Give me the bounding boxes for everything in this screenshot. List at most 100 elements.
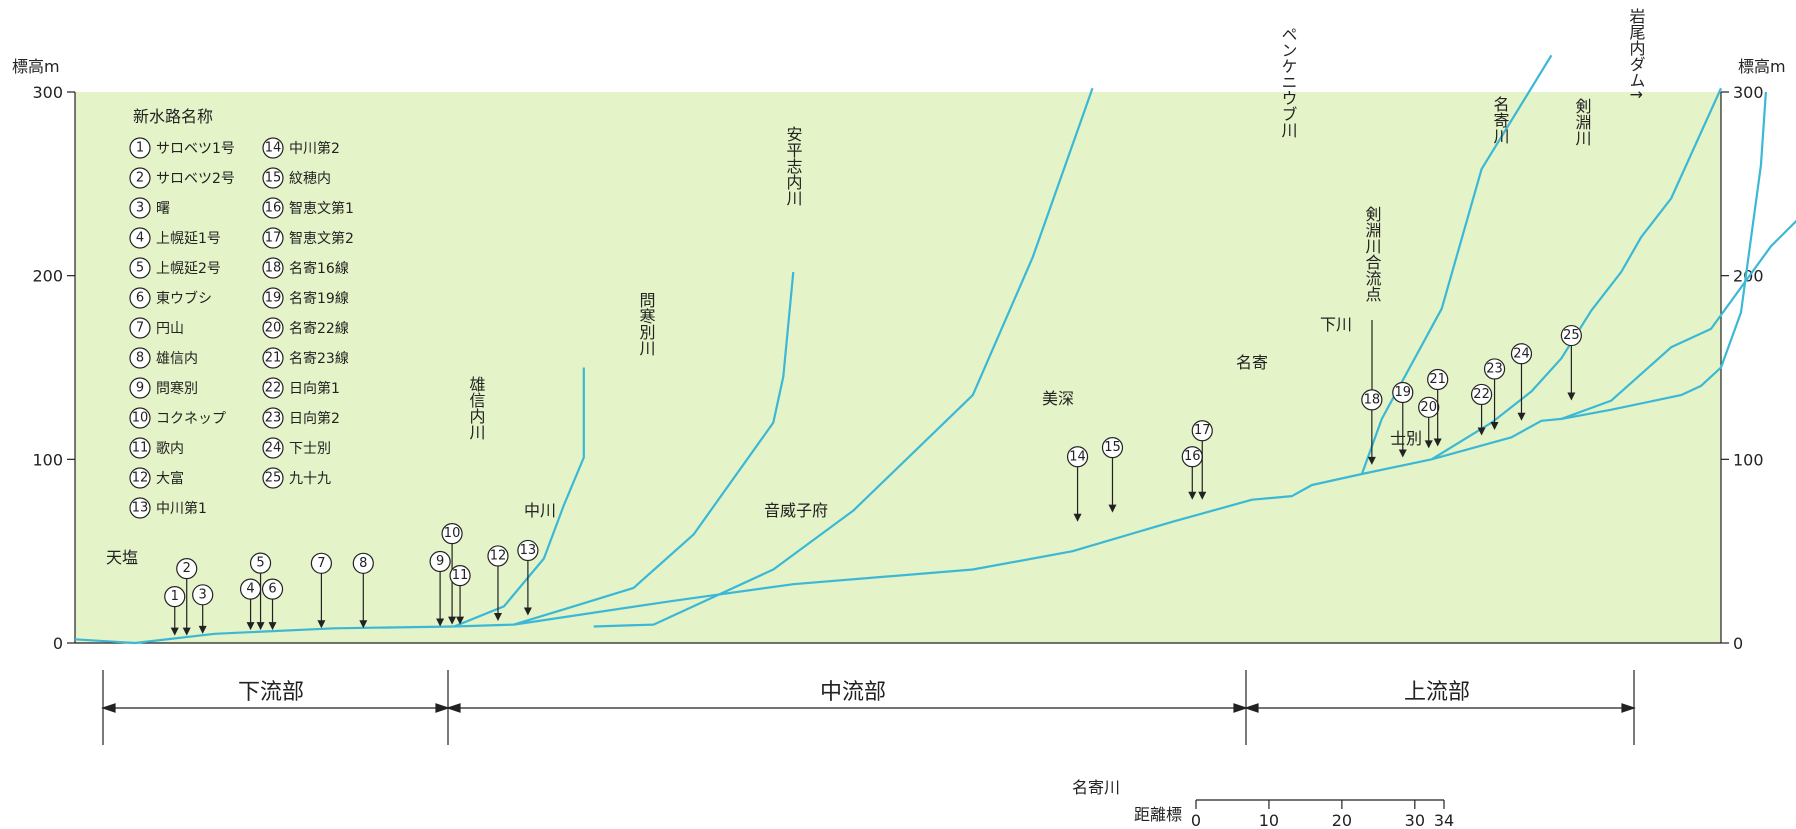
legend-item-number: 18	[265, 261, 282, 276]
legend-item-name: 上幌延1号	[156, 231, 221, 247]
marker-circle	[249, 552, 272, 574]
marker-3: 3	[192, 584, 214, 634]
place-label: 天塩	[106, 548, 138, 567]
legend-item-number: 20	[265, 321, 282, 336]
x-scale-tick-label: 34	[1434, 811, 1454, 829]
arrowhead	[446, 703, 461, 713]
legend-item-circle	[129, 377, 151, 399]
marker-number: 2	[183, 561, 191, 576]
marker-number: 5	[256, 556, 264, 571]
marker-number: 14	[1069, 449, 1086, 464]
section-bands	[101, 670, 1636, 745]
x-scale: 0 10 20 30 34	[1191, 799, 1454, 829]
legend-item-circle	[129, 287, 151, 309]
series-layer	[74, 54, 1796, 645]
legend-item: 25 九十九	[262, 467, 331, 489]
marker-circle	[352, 552, 374, 574]
marker-arrowhead	[182, 627, 191, 636]
legend-item-number: 8	[136, 351, 144, 366]
y-tick-label-right: 0	[1733, 634, 1743, 653]
marker-circle	[310, 552, 333, 574]
legend-item-number: 12	[132, 471, 149, 486]
legend-item-number: 11	[132, 441, 149, 456]
legend-item-circle	[262, 467, 284, 489]
marker-circle	[1101, 436, 1124, 459]
marker-number: 7	[317, 556, 325, 571]
marker-circle	[1066, 446, 1089, 468]
legend-item: 8 雄信内	[129, 347, 198, 369]
marker-circle	[517, 539, 539, 562]
legend-item: 24 下士別	[262, 437, 331, 459]
legend-item-circle	[262, 287, 284, 309]
legend-item-name: 歌内	[156, 441, 184, 457]
legend-item-circle	[262, 257, 284, 279]
legend-item-number: 15	[265, 171, 282, 186]
marker-number: 23	[1486, 361, 1503, 376]
marker-9: 9	[429, 550, 451, 627]
marker-21: 21	[1427, 368, 1449, 447]
legend-item-number: 14	[265, 141, 282, 156]
legend-item-circle	[262, 197, 284, 219]
marker-number: 24	[1513, 346, 1530, 361]
marker-arrowhead	[1367, 456, 1376, 465]
legend-item: 17 智恵文第2	[262, 227, 354, 249]
legend-item: 11 歌内	[129, 437, 184, 459]
legend-item-name: 大富	[156, 470, 184, 487]
marker-number: 6	[268, 582, 276, 597]
marker-arrowhead	[456, 616, 465, 625]
y-tick-label-right: 300	[1733, 83, 1764, 102]
marker-number: 4	[246, 582, 254, 597]
legend-item: 22 日向第1	[262, 377, 340, 399]
legend-item-name: 円山	[156, 321, 184, 337]
marker-circle	[1510, 343, 1533, 365]
marker-number: 25	[1563, 328, 1580, 343]
y-tick-label-left: 300	[32, 83, 63, 102]
marker-arrowhead	[1517, 412, 1526, 421]
series-line-4	[1360, 54, 1553, 475]
river-label: 剣淵川	[1573, 98, 1592, 146]
river-label: 雄信内川	[467, 376, 486, 440]
legend-item-circle	[129, 227, 151, 249]
legend-item-name: 問寒別	[156, 380, 198, 397]
legend-item-name: 九十九	[289, 471, 331, 487]
legend-item-name: コクネップ	[156, 411, 226, 427]
legend-item: 6 東ウブシ	[129, 287, 212, 309]
x-scale-tick-label: 0	[1191, 811, 1201, 829]
legend-item-number: 7	[136, 321, 144, 336]
legend-item-circle	[262, 227, 284, 249]
x-scale-tick-label: 20	[1332, 811, 1352, 829]
legend-item-name: 中川第1	[156, 500, 207, 517]
marker-arrowhead	[493, 612, 502, 621]
marker-arrowhead	[1108, 504, 1117, 513]
legend-item-name: 上幌延2号	[156, 261, 221, 277]
marker-arrowhead	[1398, 449, 1407, 458]
marker-10: 10	[441, 523, 463, 625]
marker-circle	[1418, 396, 1440, 418]
y-axis-left: 0 100 200 300	[32, 83, 1721, 653]
legend-item-circle	[262, 347, 284, 369]
marker-circle	[1470, 383, 1493, 406]
legend-item-number: 25	[265, 471, 282, 486]
marker-14: 14	[1066, 446, 1089, 522]
legend-item-name: 日向第1	[289, 380, 340, 397]
marker-arrowhead	[1490, 421, 1499, 430]
legend-item-circle	[129, 467, 151, 489]
legend-item: 16 智恵文第1	[262, 197, 354, 219]
marker-20: 20	[1418, 396, 1440, 449]
river-label: 名寄川	[1491, 96, 1510, 144]
marker-circle	[192, 584, 214, 606]
place-label: 美深	[1042, 389, 1074, 408]
marker-arrowhead	[170, 627, 179, 636]
series-line-1	[74, 91, 1767, 645]
marker-arrowhead	[523, 607, 532, 616]
marker-number: 16	[1184, 449, 1201, 464]
marker-arrowhead	[359, 620, 368, 629]
marker-arrowhead	[1567, 392, 1576, 401]
marker-number: 15	[1104, 440, 1121, 455]
legend-item-name: 下士別	[289, 441, 331, 457]
legend-item: 12 大富	[129, 467, 184, 489]
legend-item-name: サロベツ1号	[156, 141, 235, 157]
legend-item-circle	[129, 257, 151, 279]
legend-item-number: 10	[132, 411, 149, 426]
